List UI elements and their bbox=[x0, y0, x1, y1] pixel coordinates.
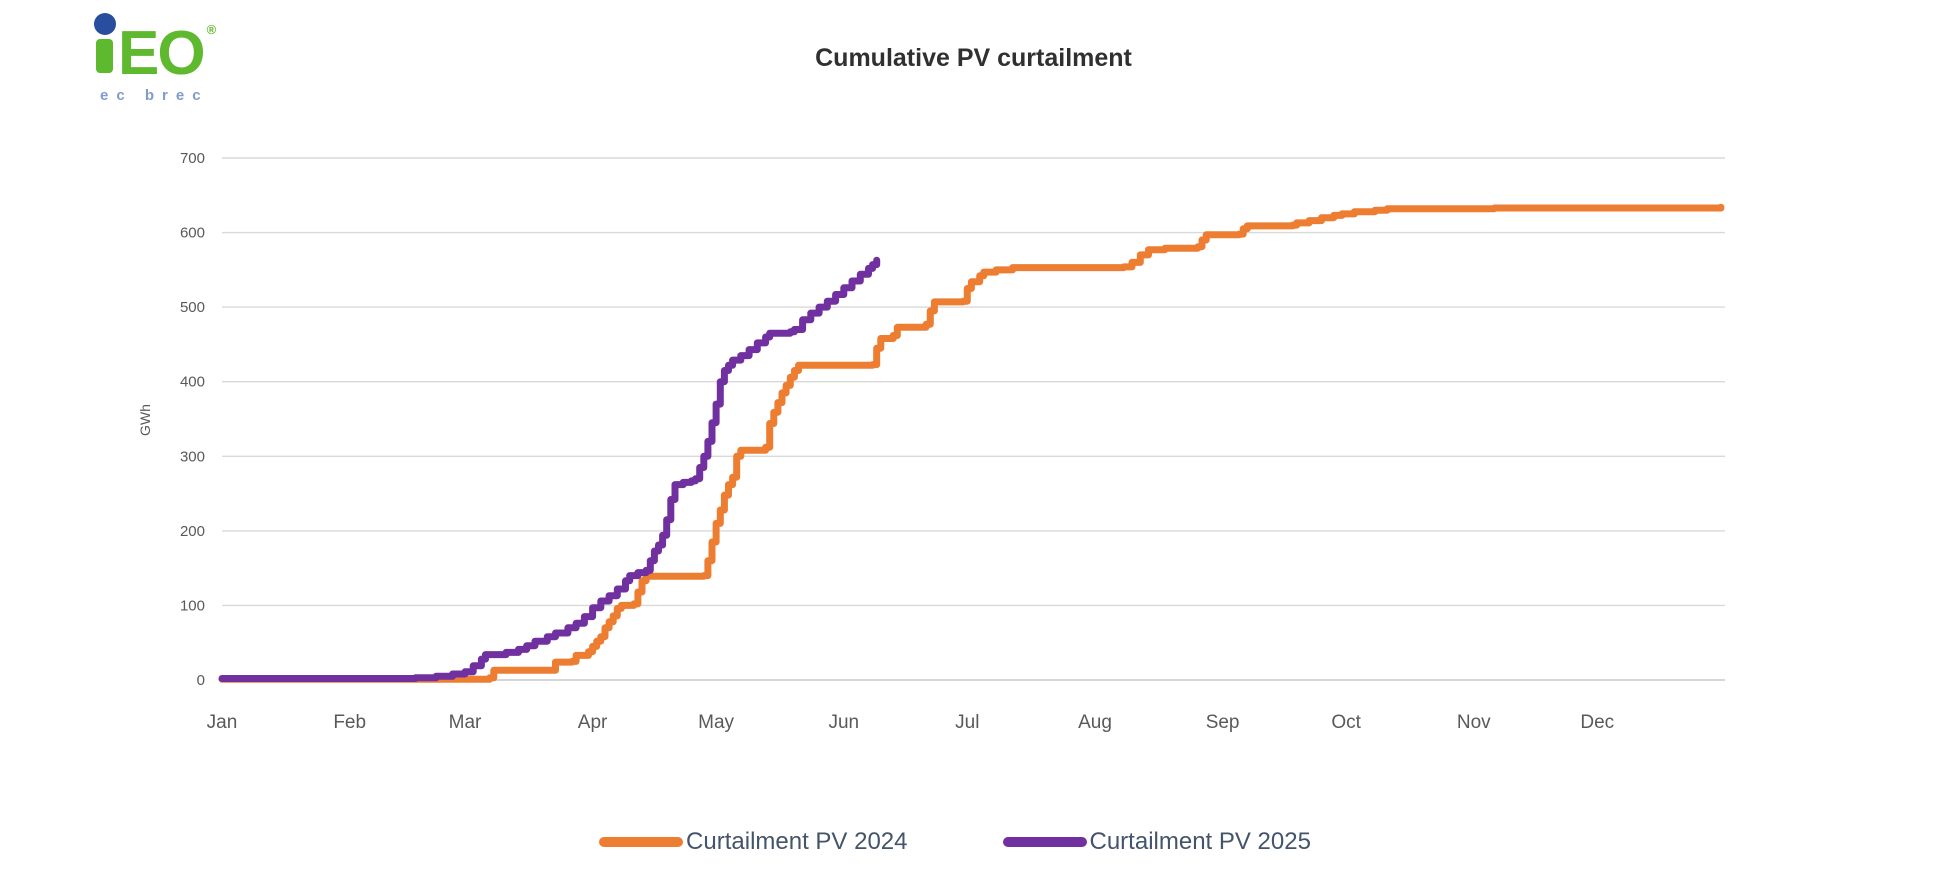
y-tick-label-700: 700 bbox=[180, 150, 205, 167]
chart-legend: Curtailment PV 2024 Curtailment PV 2025 bbox=[180, 828, 1730, 856]
logo-letter-i bbox=[94, 13, 116, 74]
x-month-label-feb: Feb bbox=[333, 712, 366, 733]
logo-letters: EO bbox=[118, 19, 206, 88]
x-month-label-jan: Jan bbox=[207, 712, 238, 733]
legend-label-pv-2025: Curtailment PV 2025 bbox=[1089, 828, 1311, 855]
x-month-label-sep: Sep bbox=[1206, 712, 1240, 733]
x-month-label-nov: Nov bbox=[1457, 712, 1491, 733]
logo-i-dot bbox=[94, 13, 116, 36]
logo-word: EO ® bbox=[94, 13, 216, 88]
logo-trademark: ® bbox=[206, 22, 217, 37]
y-tick-label-400: 400 bbox=[180, 374, 205, 391]
series-line-curtailment-pv-2024 bbox=[218, 203, 1725, 683]
x-month-label-oct: Oct bbox=[1331, 712, 1361, 733]
y-tick-label-0: 0 bbox=[197, 672, 205, 689]
logo-subtext: ec brec bbox=[100, 87, 209, 105]
x-month-label-jul: Jul bbox=[955, 712, 979, 733]
ieo-logo: EO ® ec brec bbox=[94, 13, 216, 105]
chart-title: Cumulative PV curtailment bbox=[815, 44, 1132, 72]
x-month-label-jun: Jun bbox=[828, 712, 859, 733]
legend-swatch-pv-2025 bbox=[1002, 837, 1087, 847]
legend-label-pv-2024: Curtailment PV 2024 bbox=[686, 828, 908, 855]
y-tick-label-300: 300 bbox=[180, 448, 205, 465]
y-axis-title: GWh bbox=[137, 404, 153, 436]
y-tick-label-500: 500 bbox=[180, 299, 205, 316]
x-month-label-aug: Aug bbox=[1078, 712, 1112, 733]
y-tick-label-600: 600 bbox=[180, 225, 205, 242]
series-line-curtailment-pv-2025 bbox=[218, 256, 881, 682]
y-tick-label-100: 100 bbox=[180, 597, 205, 614]
x-month-label-mar: Mar bbox=[449, 712, 482, 733]
x-month-label-may: May bbox=[698, 712, 734, 733]
legend-swatch-pv-2024 bbox=[599, 837, 684, 847]
legend-item-pv-2025: Curtailment PV 2025 bbox=[1002, 828, 1311, 856]
x-month-label-apr: Apr bbox=[578, 712, 608, 733]
x-month-label-dec: Dec bbox=[1580, 712, 1614, 733]
legend-item-pv-2024: Curtailment PV 2024 bbox=[599, 828, 908, 856]
y-tick-label-200: 200 bbox=[180, 523, 205, 540]
